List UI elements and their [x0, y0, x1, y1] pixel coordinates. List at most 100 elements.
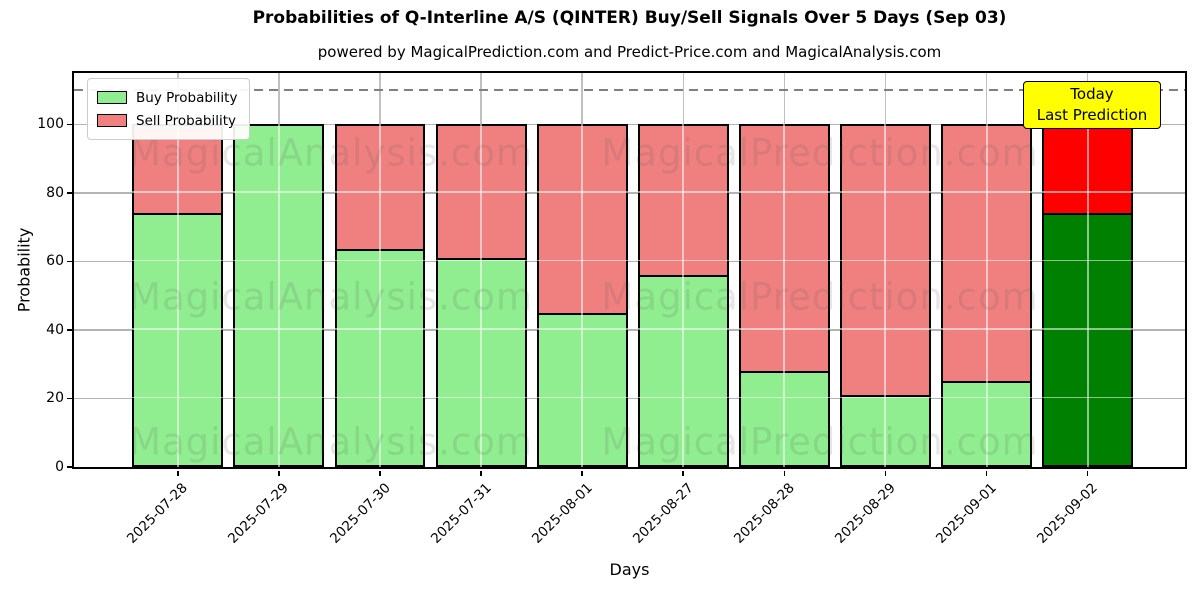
- bar-gridline-overlay: [536, 191, 628, 193]
- today-annotation: Today Last Prediction: [1023, 81, 1161, 129]
- legend-swatch-sell: [97, 114, 127, 127]
- bar-gridline-overlay: [637, 328, 729, 330]
- y-tick-label: 20: [46, 390, 64, 407]
- y-tick-label: 0: [55, 459, 64, 475]
- x-tick-mark: [379, 471, 381, 476]
- bar-gridline-overlay: [738, 259, 830, 262]
- bar-gridline-overlay: [480, 124, 483, 467]
- bar-2025-08-01: [536, 124, 628, 467]
- bar-gridline-overlay: [581, 124, 584, 467]
- x-tick-mark: [682, 471, 685, 476]
- bar-2025-08-28: [738, 124, 830, 467]
- bar-gridline-overlay: [536, 259, 628, 262]
- bar-gridline-overlay: [1042, 396, 1134, 399]
- bar-gridline-overlay: [435, 259, 527, 262]
- legend: Buy Probability Sell Probability: [87, 78, 251, 140]
- bar-2025-07-30: [334, 124, 426, 467]
- bar-gridline-overlay: [1086, 124, 1089, 467]
- legend-item-buy: Buy Probability: [97, 86, 237, 109]
- chart-subtitle: powered by MagicalPrediction.com and Pre…: [317, 43, 942, 61]
- bar-gridline-overlay: [839, 191, 931, 193]
- x-tick-mark: [884, 471, 887, 476]
- bar-gridline-overlay: [941, 191, 1033, 193]
- x-tick-label: 2025-08-28: [730, 480, 798, 547]
- bar-gridline-overlay: [233, 328, 325, 330]
- bar-gridline-overlay: [839, 328, 931, 330]
- x-tick-label: 2025-07-30: [326, 480, 394, 547]
- bar-gridline-overlay: [536, 328, 628, 330]
- plot-area: MagicalAnalysis.com MagicalPrediction.com…: [72, 71, 1187, 469]
- bar-gridline-overlay: [334, 396, 426, 399]
- x-axis-title: Days: [609, 560, 650, 579]
- bar-gridline-overlay: [132, 259, 224, 262]
- bar-gridline-overlay: [682, 124, 685, 467]
- x-tick-label: 2025-07-29: [225, 480, 293, 547]
- watermark-text: MagicalAnalysis.com: [129, 275, 533, 319]
- bar-gridline-overlay: [839, 396, 931, 399]
- gridline-h: [74, 329, 1185, 331]
- bar-gridline-overlay: [132, 396, 224, 399]
- bar-gridline-overlay: [233, 191, 325, 193]
- bar-gridline-overlay: [783, 124, 786, 467]
- watermark-text: MagicalAnalysis.com: [129, 420, 533, 464]
- gridline-h: [74, 397, 1185, 400]
- gridline-h: [74, 192, 1185, 194]
- watermark-text: MagicalPrediction.com: [601, 275, 1039, 319]
- x-tick-label: 2025-09-01: [933, 480, 1000, 547]
- bar-gridline-overlay: [334, 328, 426, 330]
- legend-label-sell: Sell Probability: [136, 112, 237, 129]
- bar-gridline-overlay: [233, 396, 325, 399]
- bar-2025-08-29: [839, 124, 931, 467]
- watermark-text: MagicalPrediction.com: [601, 131, 1039, 175]
- legend-item-sell: Sell Probability: [97, 109, 237, 132]
- x-tick-mark: [1086, 471, 1089, 476]
- y-tick-label: 40: [46, 321, 64, 338]
- bar-gridline-overlay: [378, 124, 381, 467]
- bar-gridline-overlay: [985, 124, 988, 467]
- legend-swatch-buy: [97, 91, 127, 104]
- bar-2025-07-29: [233, 124, 325, 467]
- bar-gridline-overlay: [1042, 191, 1134, 193]
- bar-gridline-overlay: [435, 328, 527, 330]
- y-axis-title: Probability: [14, 227, 34, 313]
- today-annotation-line2: Last Prediction: [1036, 106, 1148, 124]
- x-tick-mark: [177, 471, 179, 476]
- x-tick-label: 2025-08-01: [528, 480, 596, 547]
- dashed-threshold-line: [74, 89, 1185, 92]
- bar-gridline-overlay: [941, 259, 1033, 262]
- x-tick-label: 2025-07-28: [124, 480, 192, 547]
- bar-gridline-overlay: [637, 396, 729, 399]
- bar-gridline-overlay: [637, 191, 729, 193]
- bar-gridline-overlay: [637, 259, 729, 262]
- x-tick-mark: [985, 471, 988, 476]
- gridline-h: [74, 260, 1185, 263]
- bar-gridline-overlay: [1042, 259, 1134, 262]
- x-tick-mark: [581, 471, 583, 476]
- bar-gridline-overlay: [536, 396, 628, 399]
- today-annotation-line1: Today: [1070, 85, 1114, 103]
- y-tick-label: 60: [46, 253, 64, 270]
- bar-gridline-overlay: [941, 396, 1033, 399]
- bar-2025-09-02: [1042, 124, 1134, 467]
- bar-2025-08-27: [637, 124, 729, 467]
- bar-gridline-overlay: [839, 259, 931, 262]
- bar-2025-07-31: [435, 124, 527, 467]
- bar-2025-09-01: [941, 124, 1033, 467]
- y-tick-mark: [67, 123, 72, 126]
- watermark-text: MagicalPrediction.com: [601, 420, 1039, 464]
- x-tick-label: 2025-08-29: [831, 480, 899, 547]
- bar-gridline-overlay: [738, 191, 830, 193]
- x-tick-label: 2025-09-02: [1034, 480, 1101, 547]
- bar-gridline-overlay: [334, 191, 426, 193]
- x-tick-mark: [480, 471, 482, 476]
- x-tick-label: 2025-08-27: [629, 480, 697, 547]
- bar-gridline-overlay: [1042, 328, 1134, 330]
- gridline-h: [74, 123, 1185, 126]
- x-tick-mark: [278, 471, 280, 476]
- y-tick-mark: [67, 260, 72, 263]
- y-tick-label: 100: [37, 116, 64, 133]
- bar-gridline-overlay: [233, 259, 325, 262]
- bar-gridline-overlay: [132, 191, 224, 193]
- bar-gridline-overlay: [176, 124, 179, 467]
